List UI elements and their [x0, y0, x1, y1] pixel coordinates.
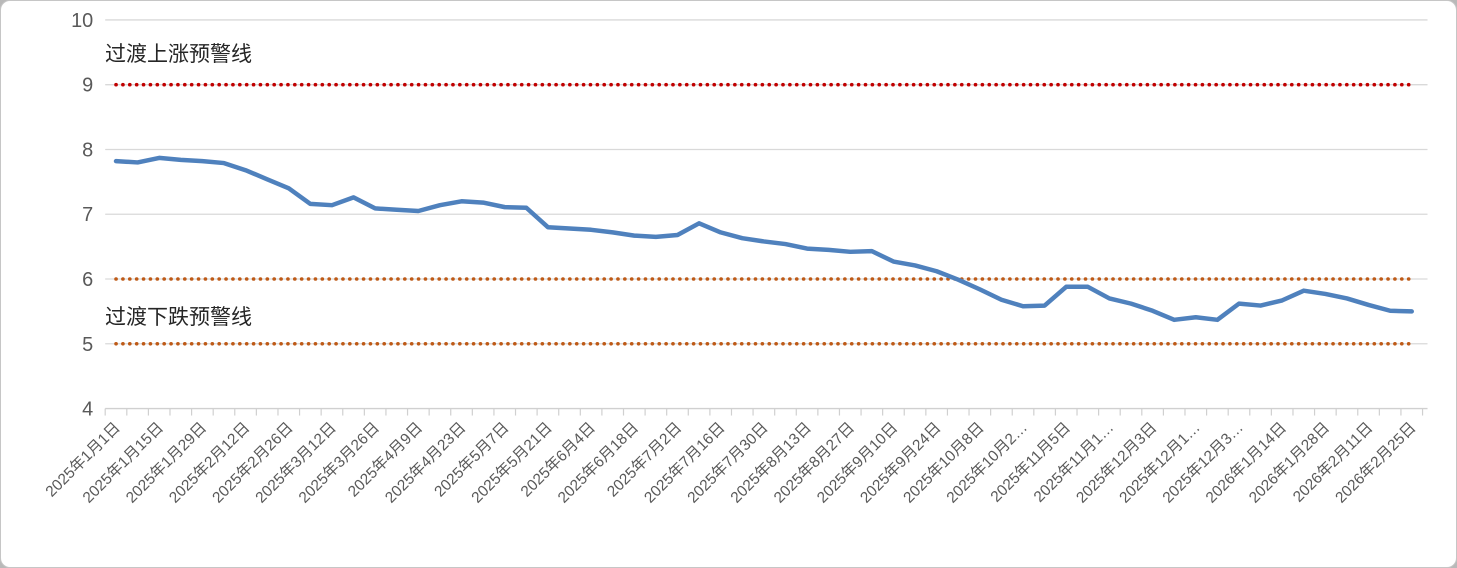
- x-tick-label: 2025年6月4日: [517, 419, 599, 501]
- upper-warning-line-label: 过渡上涨预警线: [105, 43, 252, 66]
- y-tick-label-5: 5: [82, 334, 93, 356]
- x-tick-label: 2025年5月7日: [431, 419, 513, 501]
- x-axis: [104, 407, 1428, 416]
- y-tick-label-9: 9: [82, 75, 93, 97]
- y-tick-label-10: 10: [71, 10, 93, 32]
- y-tick-label-7: 7: [82, 204, 93, 226]
- lower-warning-line-label: 过渡下跌预警线: [105, 306, 252, 329]
- y-tick-label-6: 6: [82, 269, 93, 291]
- y-gridlines: [105, 19, 1428, 345]
- warning-lines: [114, 82, 1414, 346]
- y-tick-label-4: 4: [82, 399, 93, 421]
- y-axis-labels: 4 5 6 7 8 9 10: [71, 10, 93, 421]
- x-tick-label: 2025年4月9日: [344, 419, 426, 501]
- x-tick-label: 2025年1月1日: [42, 419, 124, 501]
- main-series-line: [113, 155, 1414, 323]
- y-tick-label-8: 8: [82, 139, 93, 161]
- x-axis-labels: 2025年1月1日2025年1月15日2025年1月29日2025年2月12日2…: [42, 419, 1420, 507]
- x-tick-label: 2025年7月2日: [603, 419, 685, 501]
